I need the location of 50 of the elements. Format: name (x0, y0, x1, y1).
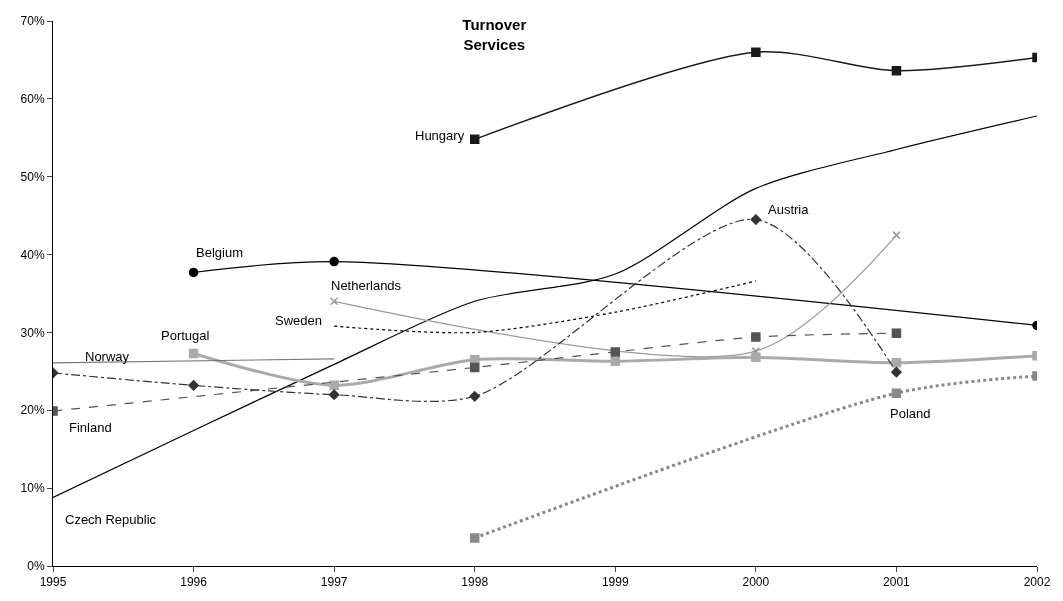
point (188, 380, 199, 391)
point (329, 297, 339, 306)
point (891, 66, 902, 76)
y-tick-label: 70% (20, 14, 45, 29)
y-tick-label: 0% (27, 559, 45, 574)
x-tick-label: 1995 (39, 575, 67, 590)
point (469, 362, 480, 373)
series-label: Belgium (196, 245, 243, 260)
y-tick-label: 50% (20, 169, 45, 184)
series-label: Austria (768, 202, 810, 217)
point (610, 356, 621, 366)
series-label: Netherlands (331, 278, 402, 293)
series-label: Hungary (415, 128, 465, 143)
x-tick-label: 1999 (601, 575, 629, 590)
chart-title: Turnover Services (462, 16, 527, 53)
point (469, 134, 480, 145)
point (329, 380, 339, 391)
point (750, 214, 762, 225)
y-tick-label: 40% (20, 247, 45, 262)
series-label: Czech Republic (65, 512, 157, 527)
x-tick-label: 1996 (180, 575, 208, 590)
point (892, 230, 901, 240)
point (329, 256, 339, 267)
point (891, 366, 902, 378)
point (328, 389, 340, 401)
x-tick-label: 2001 (883, 575, 911, 590)
x-tick-label: 1998 (461, 575, 489, 590)
point (610, 347, 621, 357)
point (891, 388, 902, 398)
y-tick-label: 10% (20, 481, 45, 496)
y-tick-label: 30% (20, 325, 45, 340)
point (188, 348, 199, 359)
y-tick-label: 20% (20, 403, 45, 418)
point (469, 533, 480, 543)
y-tick-label: 60% (20, 92, 45, 107)
series-label: Poland (890, 406, 931, 421)
point (751, 47, 761, 57)
point (469, 390, 481, 402)
series-label: Finland (69, 420, 112, 435)
series-label: Portugal (161, 328, 210, 343)
x-tick-label: 2002 (1023, 575, 1051, 590)
series-label: Sweden (275, 313, 322, 328)
point (751, 352, 761, 363)
point (891, 328, 902, 338)
point (751, 332, 761, 342)
x-tick-label: 1997 (320, 575, 348, 590)
point (188, 267, 199, 278)
point (891, 358, 902, 368)
series-label: Norway (85, 349, 130, 364)
x-tick-label: 2000 (742, 575, 770, 590)
